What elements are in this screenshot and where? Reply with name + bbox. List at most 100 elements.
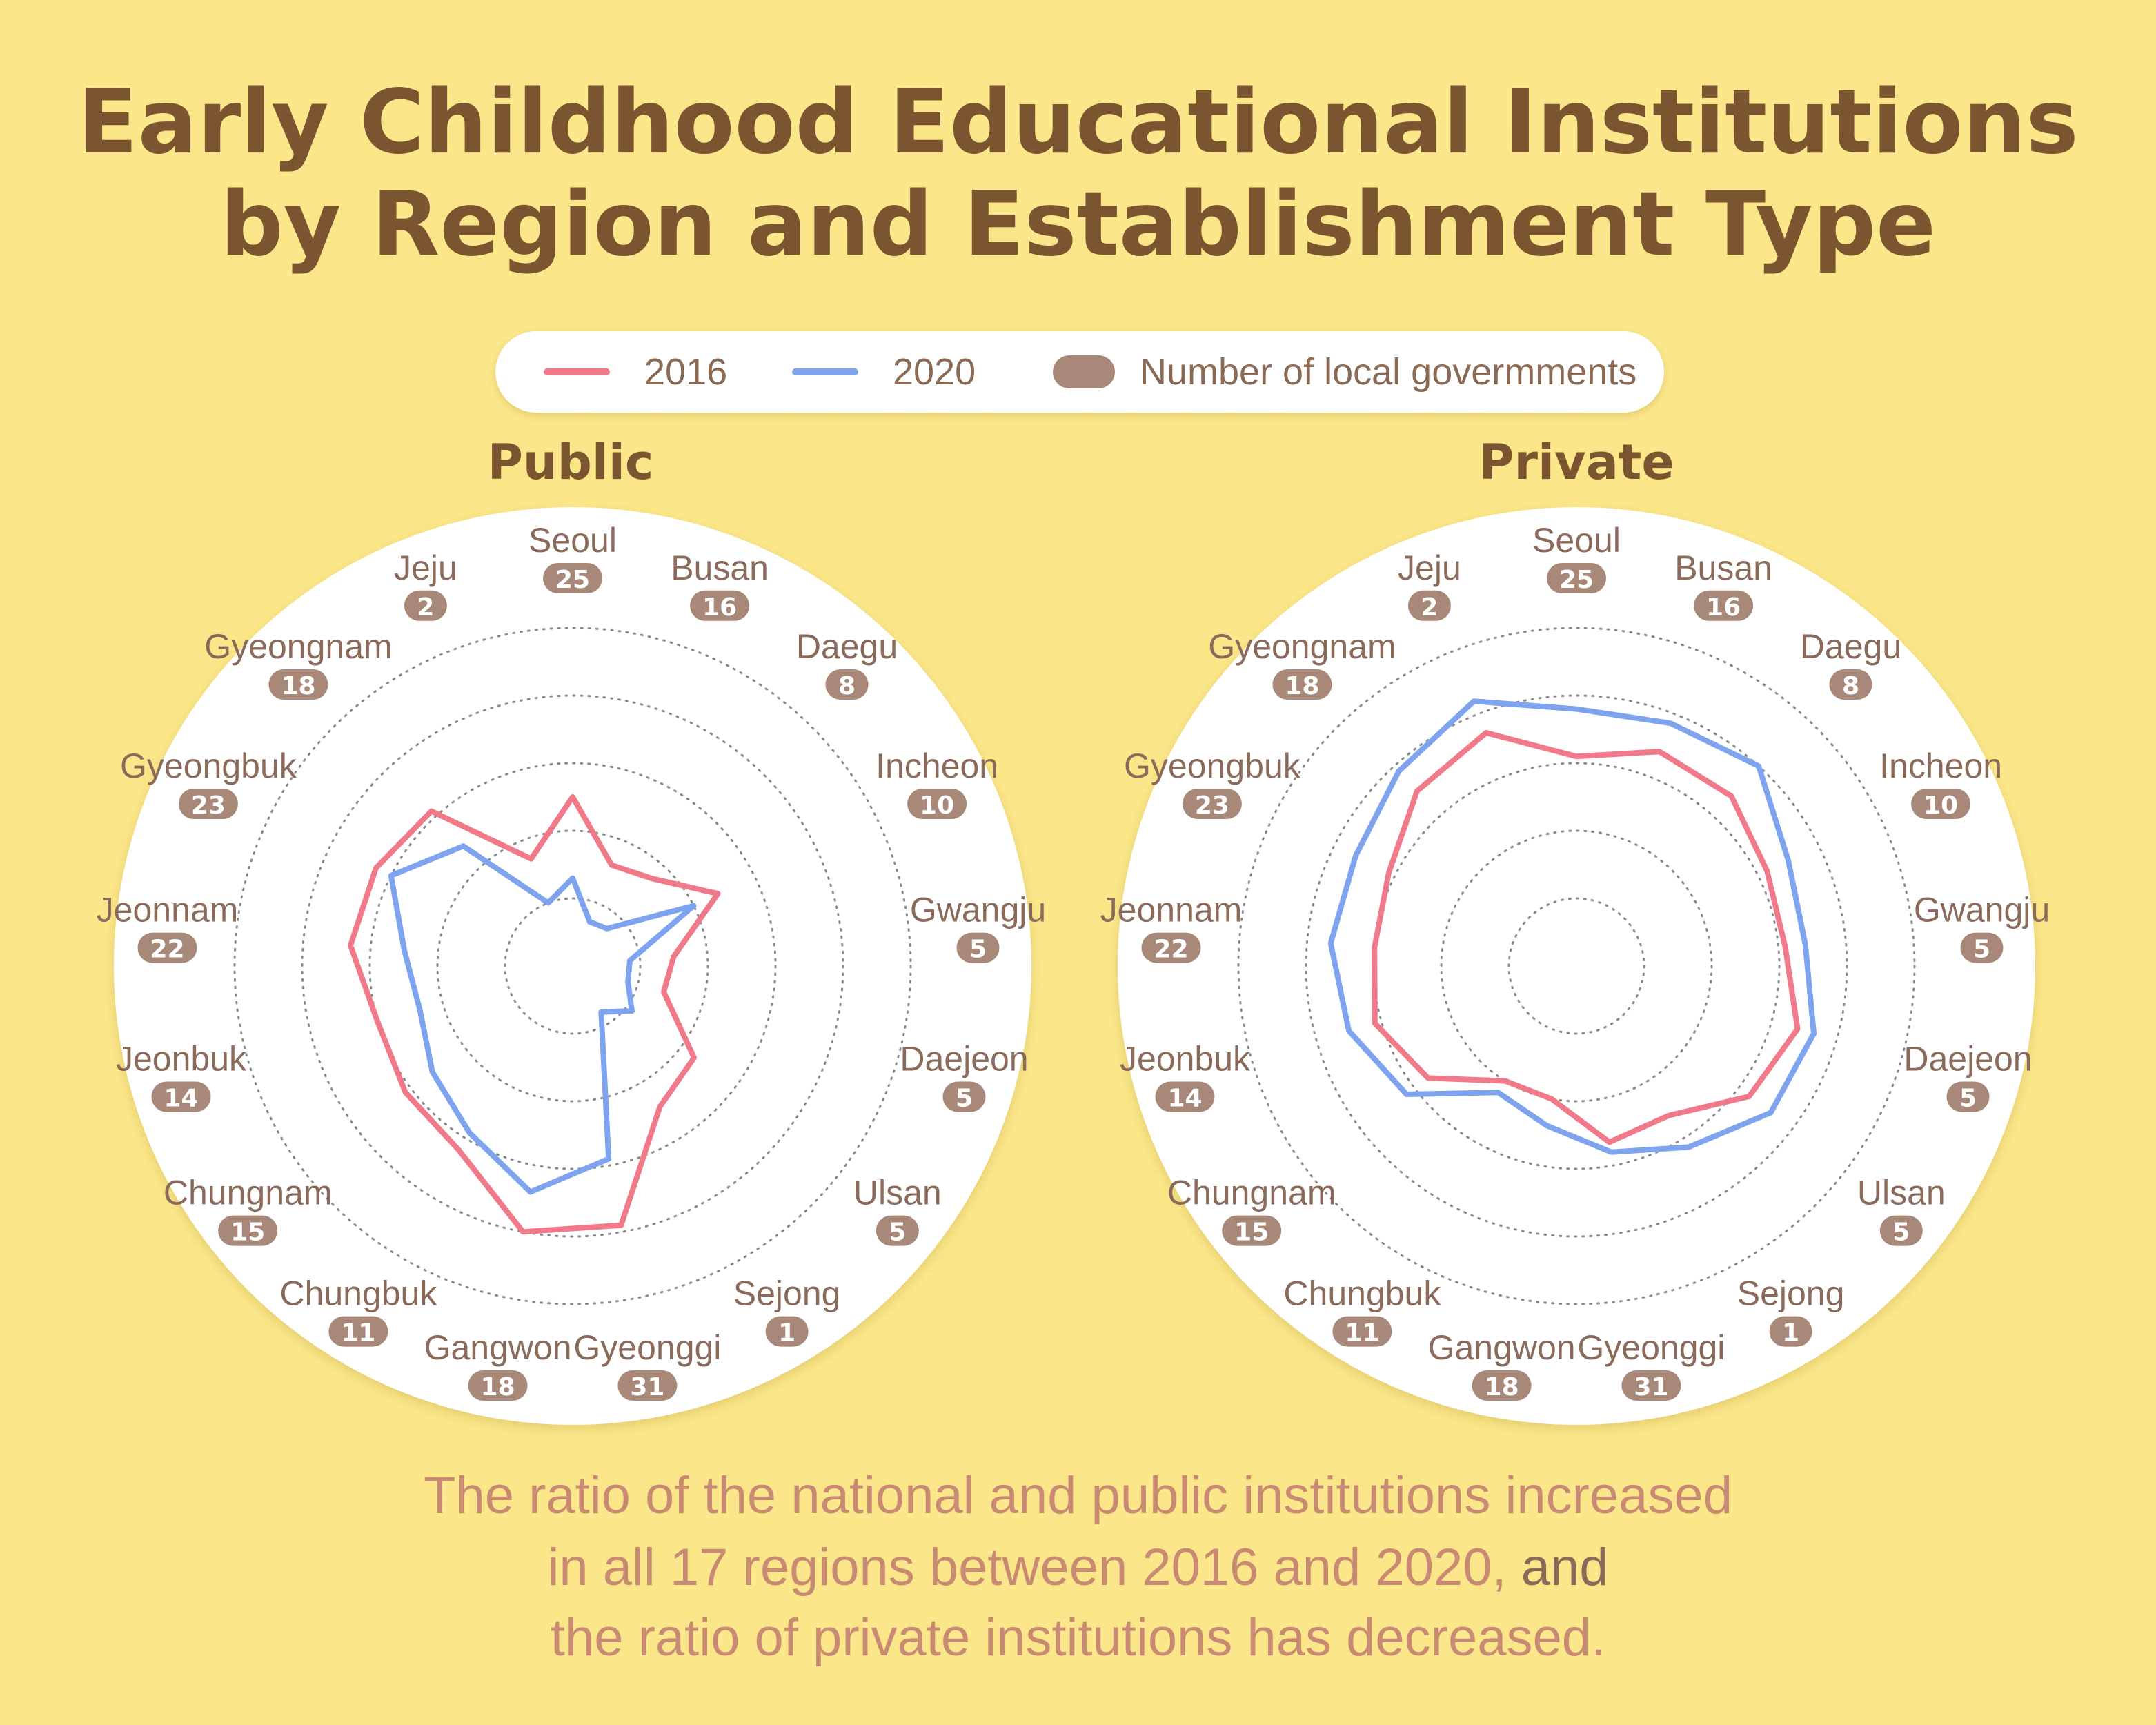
grid-ring-private-2: [1440, 829, 1713, 1103]
gov-badge: [1332, 1316, 1392, 1347]
gov-badge: [1911, 789, 1971, 819]
gov-badge: [1222, 1215, 1282, 1246]
panel-title-public: Public: [487, 434, 654, 491]
region-name: Daegu: [1800, 627, 1901, 666]
gov-count: 2: [417, 593, 434, 622]
gov-count: 10: [1923, 791, 1958, 820]
gov-count: 14: [1167, 1085, 1202, 1113]
gov-badge: [1182, 789, 1242, 819]
region-label-sejong-private: Sejong 1: [1737, 1274, 1845, 1348]
gov-count: 5: [889, 1219, 906, 1247]
gov-count: 5: [956, 1085, 973, 1113]
gov-count: 16: [702, 593, 737, 622]
gov-badge: [690, 590, 750, 621]
legend-swatch-2020: [792, 368, 858, 375]
gov-badge: [1141, 932, 1201, 963]
legend-swatch-gov: [1053, 355, 1115, 388]
title-line-2: by Region and Establishment Type: [220, 173, 1936, 276]
gov-count: 22: [150, 936, 184, 964]
gov-badge: [907, 789, 967, 819]
region-label-gyeongbuk-public: Gyeongbuk 23: [120, 747, 297, 820]
region-name: Busan: [1674, 549, 1772, 587]
region-label-gwangju-private: Gwangju 5: [1914, 891, 2050, 964]
gov-count: 18: [1285, 672, 1319, 700]
gov-count: 31: [1634, 1373, 1668, 1401]
gov-count: 5: [1892, 1219, 1910, 1247]
series-2016-private: [1372, 729, 1801, 1145]
gov-badge: [151, 1081, 211, 1112]
region-name: Gwangju: [1914, 891, 2050, 929]
panel-title-private: Private: [1478, 434, 1674, 491]
region-name: Daejeon: [900, 1040, 1028, 1078]
region-name: Seoul: [1532, 521, 1621, 560]
grid-ring-public-5: [233, 627, 912, 1305]
region-name: Sejong: [733, 1274, 841, 1313]
gov-count: 18: [481, 1373, 515, 1401]
gov-badge: [1272, 669, 1332, 700]
gov-count: 2: [1421, 593, 1438, 622]
radar-disc-public: [114, 507, 1031, 1425]
series-2020-private: [1327, 698, 1817, 1155]
region-name: Jeju: [1398, 549, 1461, 587]
gov-badge: [543, 563, 602, 593]
region-name: Ulsan: [853, 1174, 942, 1212]
region-label-chungbuk-private: Chungbuk 11: [1283, 1274, 1441, 1348]
region-label-jeonbuk-private: Jeonbuk 14: [1120, 1040, 1251, 1113]
region-name: Jeonbuk: [116, 1040, 247, 1078]
gov-badge: [328, 1316, 388, 1347]
footnote-line-2: in all 17 regions between 2016 and 2020,…: [0, 1533, 2156, 1602]
footnote-line-1: The ratio of the national and public ins…: [424, 1466, 1732, 1525]
region-name: Gyeongnam: [204, 627, 392, 666]
footnote-line-2-highlight: in all 17 regions between 2016 and 2020,: [547, 1538, 1507, 1597]
gov-badge: [1407, 590, 1451, 621]
region-name: Chungbuk: [279, 1274, 437, 1313]
series-2020-public: [388, 843, 697, 1195]
gov-badge: [942, 1081, 986, 1112]
gov-count: 5: [1959, 1085, 1977, 1113]
region-name: Jeonbuk: [1120, 1040, 1251, 1078]
gov-badge: [1946, 1081, 1990, 1112]
region-name: Incheon: [1879, 747, 2002, 785]
gov-count: 23: [1195, 791, 1229, 820]
region-name: Gyeongbuk: [1124, 747, 1301, 785]
gov-count: 11: [1345, 1319, 1379, 1348]
region-label-busan-public: Busan 16: [671, 549, 769, 622]
region-name: Gyeongbuk: [120, 747, 297, 785]
grid-ring-public-1: [504, 897, 642, 1035]
region-label-jeonnam-private: Jeonnam 22: [1100, 891, 1243, 964]
region-label-daegu-public: Daegu 8: [796, 627, 898, 700]
region-name: Gwangju: [910, 891, 1046, 929]
region-label-incheon-private: Incheon 10: [1879, 747, 2002, 820]
footnote-line-3: the ratio of private institutions has de…: [550, 1608, 1606, 1667]
region-name: Jeonnam: [97, 891, 239, 929]
grid-ring-private-5: [1237, 627, 1916, 1305]
region-name: Sejong: [1737, 1274, 1845, 1313]
gov-count: 23: [191, 791, 226, 820]
gov-count: 25: [1559, 566, 1594, 594]
region-label-gyeonggi-public: Gyeonggi 31: [573, 1328, 721, 1401]
gov-badge: [268, 669, 328, 700]
footnote-line-2-plain: and: [1506, 1538, 1609, 1597]
gov-badge: [765, 1316, 809, 1347]
region-label-incheon-public: Incheon 10: [876, 747, 998, 820]
legend-item-gov: Number of local govermments: [1053, 351, 1636, 393]
gov-badge: [1472, 1370, 1532, 1401]
gov-badge: [1694, 590, 1754, 621]
grid-ring-public-4: [301, 694, 844, 1238]
region-name: Chungbuk: [1283, 1274, 1441, 1313]
gov-count: 22: [1154, 936, 1188, 964]
legend-item-2016: 2016: [544, 351, 727, 393]
title-line-1: Early Childhood Educational Institutions: [77, 71, 2079, 174]
series-2016-public: [348, 794, 721, 1235]
region-name: Incheon: [876, 747, 998, 785]
gov-count: 18: [281, 672, 315, 700]
region-label-seoul-private: Seoul 25: [1532, 521, 1621, 594]
legend-label-2020: 2020: [893, 351, 976, 393]
gov-count: 10: [920, 791, 954, 820]
region-name: Daegu: [796, 627, 898, 666]
gov-badge: [876, 1215, 919, 1246]
grid-ring-private-1: [1507, 897, 1645, 1035]
region-name: Daejeon: [1903, 1040, 2032, 1078]
